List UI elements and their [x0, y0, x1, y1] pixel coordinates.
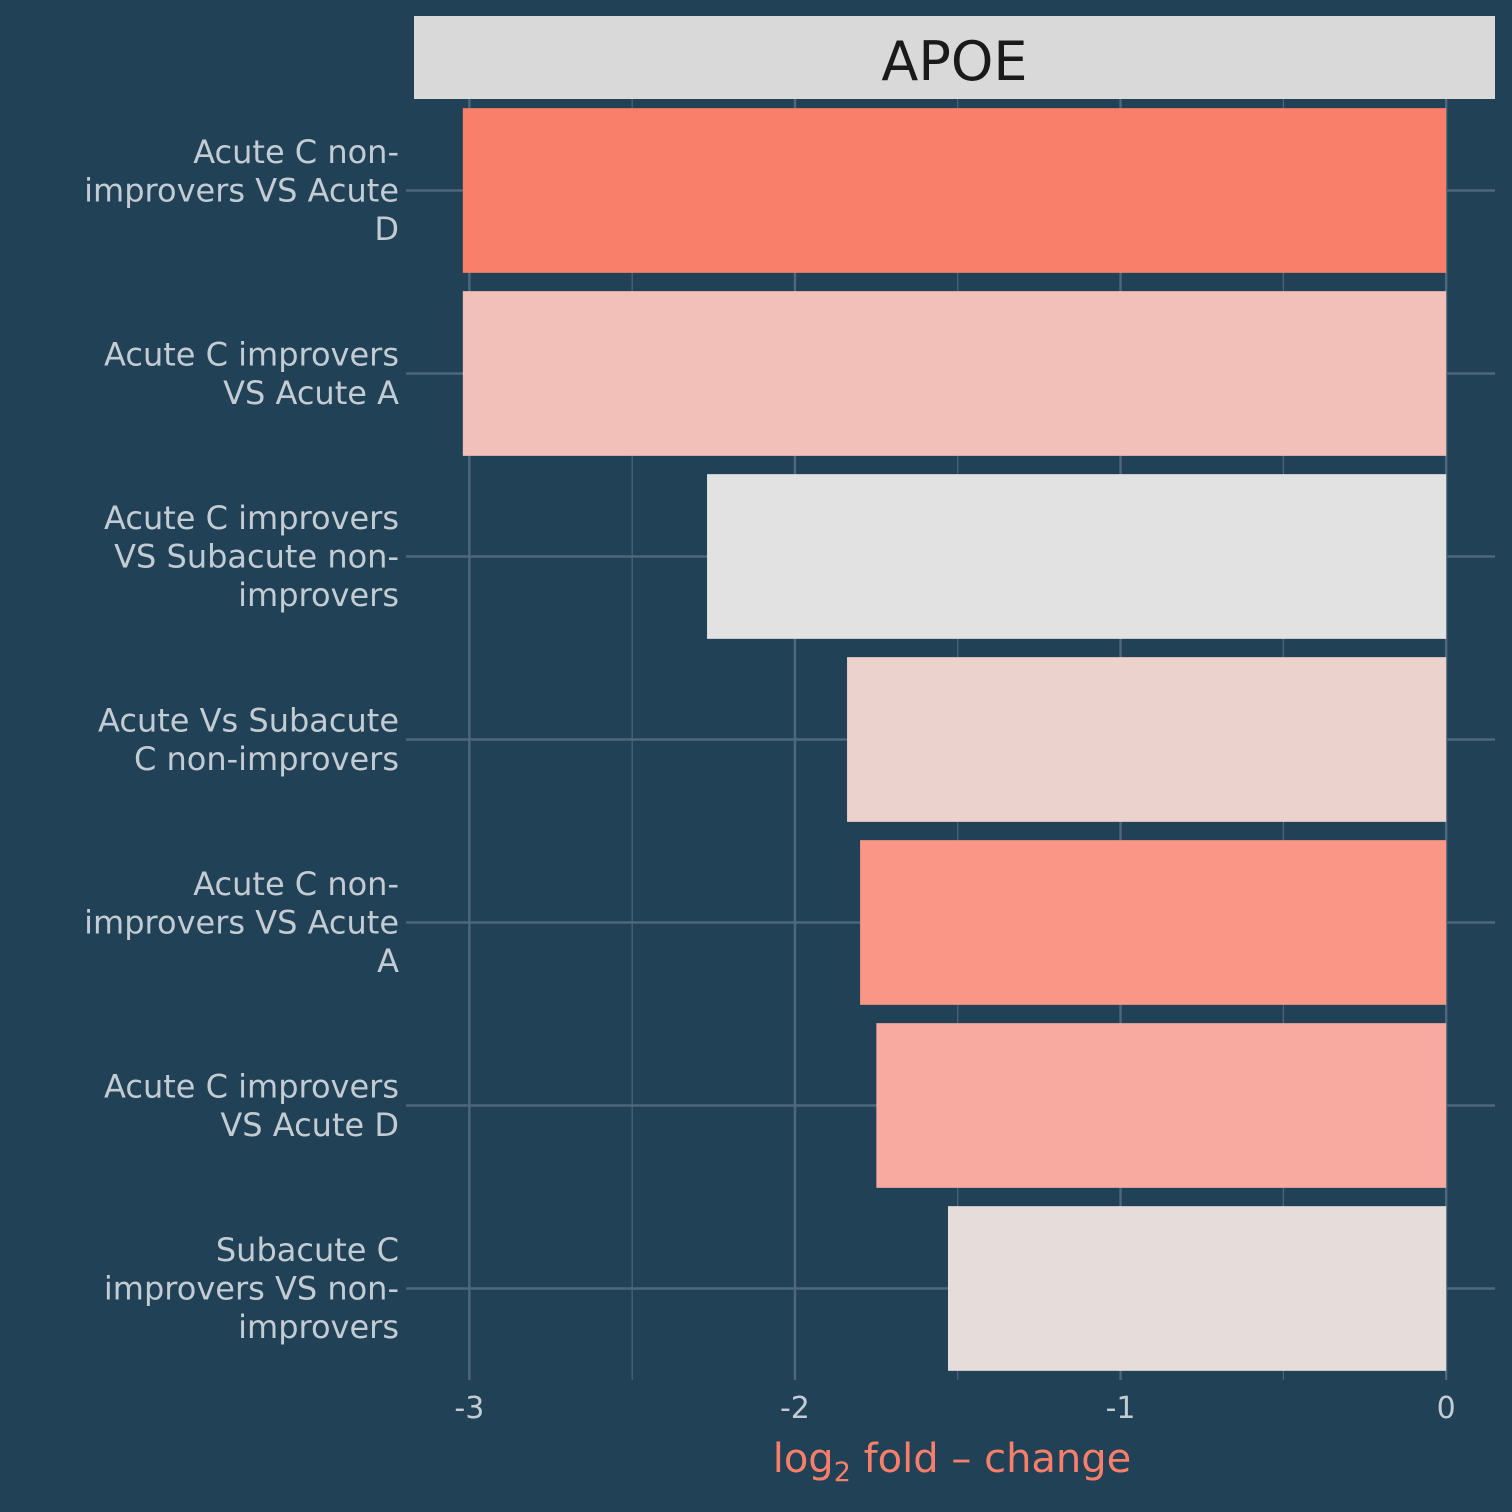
x-axis-title-suffix: fold – change: [851, 1436, 1131, 1482]
bar: [947, 1206, 1447, 1371]
x-tick-label: 0: [1437, 1391, 1456, 1426]
category-label-line: Acute C improvers: [104, 1067, 399, 1105]
category-label: Acute Vs Subacute C non-improvers: [98, 701, 399, 778]
category-label-line: improvers VS Acute: [84, 904, 399, 942]
category-label-line: improvers VS Acute: [84, 172, 399, 210]
category-label-line: Acute C non-: [193, 133, 399, 171]
x-tick-label: -1: [1106, 1391, 1136, 1426]
x-tick-label: -3: [454, 1391, 484, 1426]
category-label-line: D: [374, 210, 399, 248]
bar: [462, 291, 1447, 456]
bar: [847, 657, 1447, 822]
facet-title: APOE: [881, 30, 1027, 93]
bar: [876, 1023, 1447, 1188]
category-label: Acute C non-improvers VS Acute D: [84, 133, 399, 248]
category-label-line: improvers VS non-: [104, 1270, 399, 1308]
x-axis-title-subscript: 2: [834, 1457, 851, 1488]
category-label-line: A: [377, 942, 399, 980]
category-label: Acute C improvers VS Acute A: [104, 335, 399, 412]
category-label-line: VS Acute D: [220, 1106, 399, 1144]
category-label-line: C non-improvers: [134, 740, 399, 778]
category-label-line: improvers: [238, 576, 399, 614]
category-label-line: Acute Vs Subacute: [98, 701, 399, 739]
category-label-line: VS Subacute non-: [114, 538, 399, 576]
x-tick-label: -2: [780, 1391, 810, 1426]
category-label-line: Acute C improvers: [104, 499, 399, 537]
category-label-line: VS Acute A: [223, 374, 399, 412]
bar: [707, 474, 1447, 639]
x-axis-title-main: log: [773, 1436, 834, 1482]
category-label: Acute C non-improvers VS Acute A: [84, 865, 399, 980]
facet-strip: [414, 16, 1495, 99]
bar: [462, 108, 1447, 273]
category-label-line: Acute C non-: [193, 865, 399, 903]
bar: [860, 840, 1447, 1005]
category-label-line: improvers: [238, 1308, 399, 1346]
x-axis-title: log2 fold – change: [773, 1436, 1132, 1488]
category-label: Acute C improvers VS Subacute non-improve…: [104, 499, 399, 614]
category-label-line: Acute C improvers: [104, 335, 399, 373]
category-label: Acute C improvers VS Acute D: [104, 1067, 399, 1144]
x-tick-labels: -3 -2 -1 0: [454, 1391, 1455, 1426]
category-label-line: Subacute C: [216, 1231, 399, 1269]
bars: [462, 108, 1447, 1371]
